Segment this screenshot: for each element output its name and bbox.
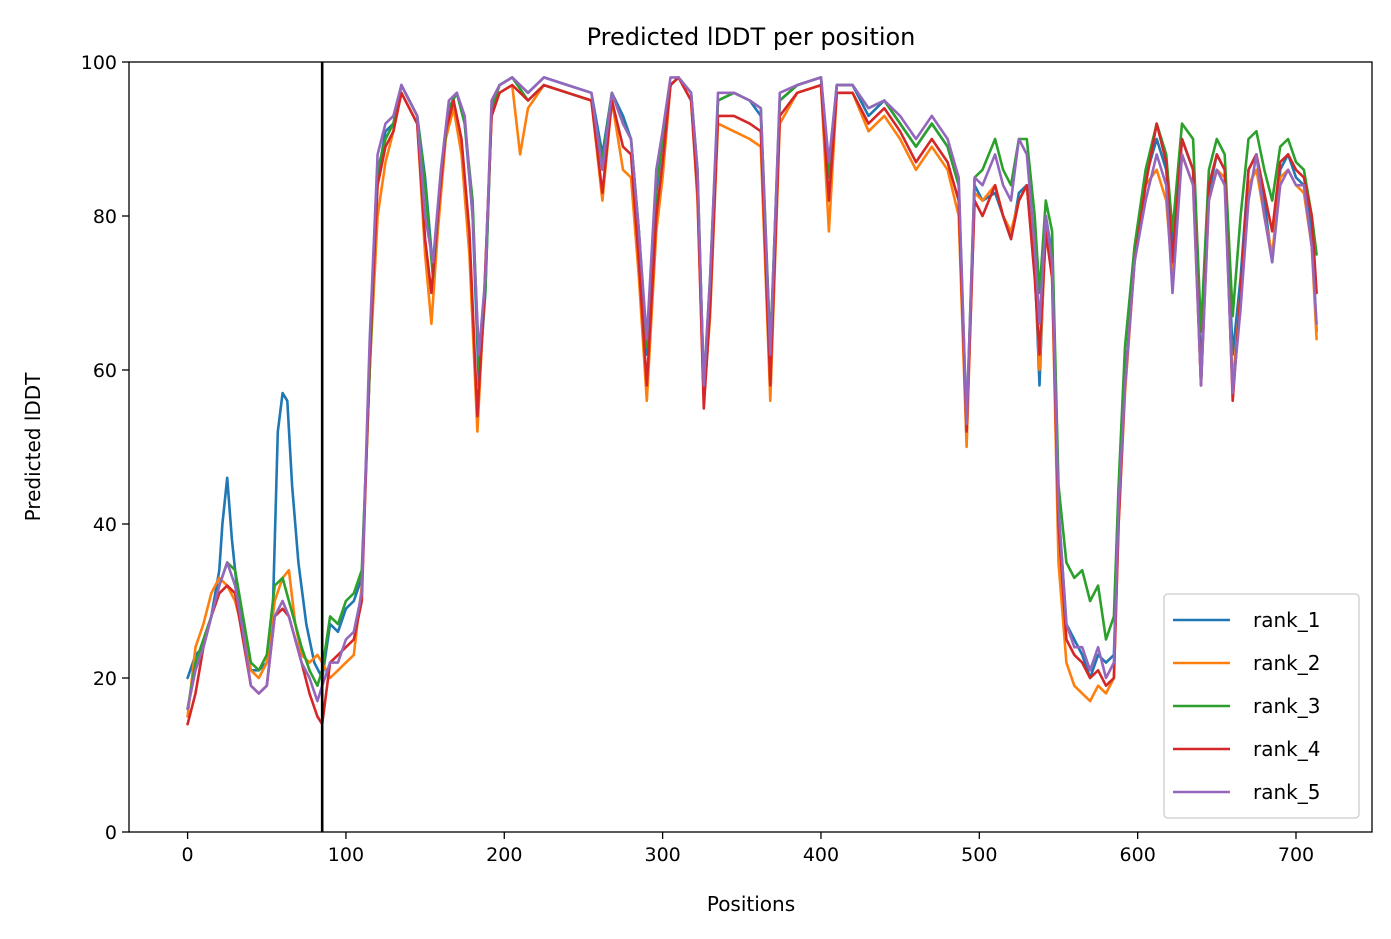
x-tick-label: 500 bbox=[961, 844, 997, 866]
legend-label-rank-2: rank_2 bbox=[1253, 651, 1320, 675]
y-tick-label: 20 bbox=[93, 668, 117, 690]
x-axis-label: Positions bbox=[707, 892, 795, 916]
y-tick-label: 80 bbox=[93, 206, 117, 228]
legend-label-rank-4: rank_4 bbox=[1253, 737, 1320, 761]
x-tick-label: 700 bbox=[1278, 844, 1314, 866]
x-axis-ticks: 0 100 200 300 400 500 600 700 bbox=[182, 832, 1314, 866]
y-tick-label: 60 bbox=[93, 360, 117, 382]
series-line-rank-3 bbox=[186, 76, 1318, 711]
legend-label-rank-3: rank_3 bbox=[1253, 694, 1320, 718]
legend-box bbox=[1163, 593, 1360, 819]
x-tick-label: 200 bbox=[486, 844, 522, 866]
legend-label-rank-1: rank_1 bbox=[1253, 608, 1320, 632]
chart-title: Predicted lDDT per position bbox=[587, 23, 916, 51]
y-tick-label: 40 bbox=[93, 514, 117, 536]
x-tick-label: 100 bbox=[328, 844, 364, 866]
y-axis-ticks: 0 20 40 60 80 100 bbox=[81, 52, 129, 844]
legend-label-rank-5: rank_5 bbox=[1253, 780, 1320, 804]
y-tick-label: 100 bbox=[81, 52, 117, 74]
y-tick-label: 0 bbox=[105, 822, 117, 844]
y-axis-label: Predicted lDDT bbox=[21, 372, 45, 522]
x-tick-label: 300 bbox=[644, 844, 680, 866]
x-tick-label: 0 bbox=[182, 844, 194, 866]
series-line-rank-5 bbox=[186, 76, 1318, 711]
plot-frame bbox=[128, 61, 1373, 833]
x-tick-label: 600 bbox=[1120, 844, 1156, 866]
x-tick-label: 400 bbox=[803, 844, 839, 866]
legend: rank_1 rank_2 rank_3 rank_4 rank_5 bbox=[1163, 593, 1360, 819]
